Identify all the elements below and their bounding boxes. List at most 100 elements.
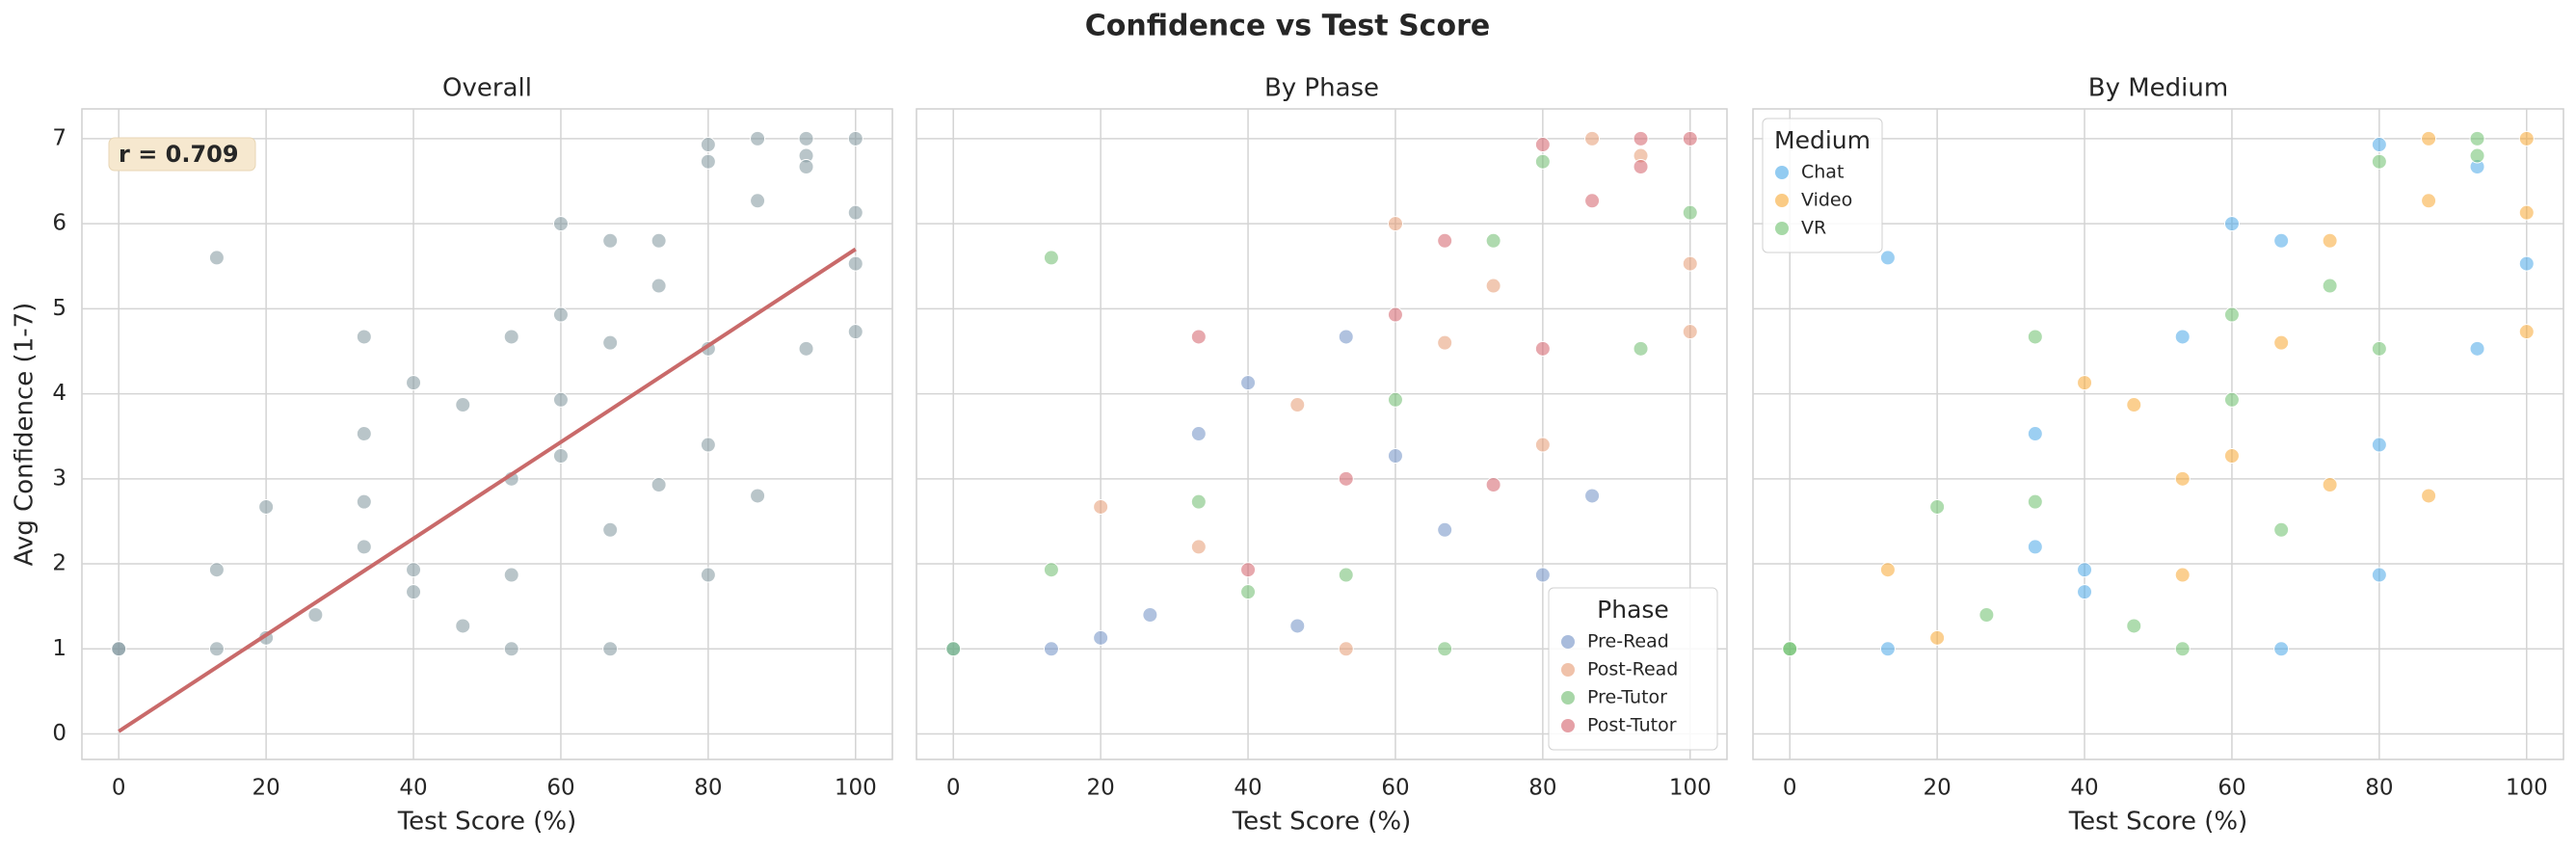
point	[750, 488, 766, 504]
point	[2223, 306, 2240, 323]
legend-label: Post-Read	[1587, 659, 1678, 680]
point	[1437, 232, 1453, 249]
point	[406, 375, 422, 391]
fit-line	[118, 247, 857, 733]
point	[602, 334, 619, 351]
point	[406, 562, 422, 578]
point	[700, 567, 716, 583]
point	[651, 278, 667, 294]
legend-marker	[1775, 166, 1789, 179]
legend-marker	[1561, 635, 1575, 649]
point	[2421, 130, 2437, 146]
legend-box	[1762, 118, 1883, 253]
point	[2371, 437, 2387, 453]
x-tick-label: 100	[1669, 776, 1712, 801]
point	[208, 641, 225, 657]
point	[1338, 641, 1354, 657]
point	[111, 641, 127, 657]
point	[847, 324, 863, 340]
point	[2518, 255, 2535, 272]
legend-label: Pre-Read	[1587, 631, 1669, 652]
y-tick-label: 1	[52, 636, 66, 661]
point	[1534, 437, 1551, 453]
point	[2322, 232, 2338, 249]
point	[1682, 255, 1698, 272]
point	[1240, 562, 1257, 578]
x-tick-label: 40	[399, 776, 427, 801]
legend-label: Post-Tutor	[1587, 715, 1677, 736]
point	[2371, 340, 2387, 357]
legend-label: Pre-Tutor	[1587, 687, 1667, 708]
x-tick-label: 20	[1086, 776, 1114, 801]
point	[1485, 232, 1501, 249]
point	[552, 448, 569, 464]
point	[700, 437, 716, 453]
point	[2174, 567, 2191, 583]
x-axis-label: Test Score (%)	[1232, 808, 1412, 837]
point	[1682, 324, 1698, 340]
point	[2027, 329, 2043, 345]
point	[1289, 397, 1306, 413]
panel-title: By Medium	[2088, 74, 2228, 103]
x-tick-label: 80	[2365, 776, 2393, 801]
x-axis-label: Test Score (%)	[2068, 808, 2248, 837]
point	[2126, 618, 2142, 634]
point	[1093, 629, 1109, 646]
x-tick-label: 0	[1783, 776, 1797, 801]
point	[2371, 153, 2387, 170]
point	[2126, 397, 2142, 413]
point	[2469, 340, 2485, 357]
point	[356, 426, 372, 442]
point	[552, 216, 569, 232]
x-tick-label: 80	[694, 776, 722, 801]
point	[602, 641, 619, 657]
point	[847, 255, 863, 272]
point	[552, 306, 569, 323]
point	[2371, 137, 2387, 153]
point	[750, 130, 766, 146]
point	[2077, 375, 2093, 391]
plot-area	[81, 108, 893, 760]
x-tick-label: 40	[2070, 776, 2098, 801]
y-tick-label: 6	[52, 211, 66, 236]
point	[1633, 130, 1649, 146]
legend-title: Medium	[1774, 126, 1871, 154]
y-tick-label: 4	[52, 381, 66, 406]
point	[847, 130, 863, 146]
point	[1437, 334, 1453, 351]
point	[1534, 137, 1551, 153]
point	[1633, 340, 1649, 357]
point	[2174, 329, 2191, 345]
point	[602, 232, 619, 249]
point	[700, 137, 716, 153]
point	[1190, 329, 1207, 345]
x-tick-label: 40	[1234, 776, 1261, 801]
y-tick-label: 5	[52, 296, 66, 321]
panel-title: Overall	[442, 74, 532, 103]
point	[1437, 641, 1453, 657]
point	[2077, 562, 2093, 578]
point	[2469, 147, 2485, 164]
x-tick-label: 80	[1528, 776, 1556, 801]
legend-label: Video	[1801, 190, 1852, 211]
point	[2027, 539, 2043, 555]
point	[1338, 567, 1354, 583]
point	[602, 521, 619, 538]
point	[1534, 340, 1551, 357]
point	[1978, 607, 1995, 623]
point	[2027, 493, 2043, 510]
y-axis-label: Avg Confidence (1-7)	[11, 303, 40, 567]
point	[1142, 607, 1158, 623]
point	[1093, 498, 1109, 515]
x-tick-label: 60	[546, 776, 574, 801]
point	[1338, 329, 1354, 345]
point	[798, 130, 814, 146]
point	[1387, 216, 1403, 232]
point	[1485, 278, 1501, 294]
point	[651, 477, 667, 492]
point	[2223, 391, 2240, 408]
point	[1584, 193, 1601, 209]
point	[1879, 562, 1896, 578]
point	[455, 397, 471, 413]
x-axis-label: Test Score (%)	[397, 808, 577, 837]
